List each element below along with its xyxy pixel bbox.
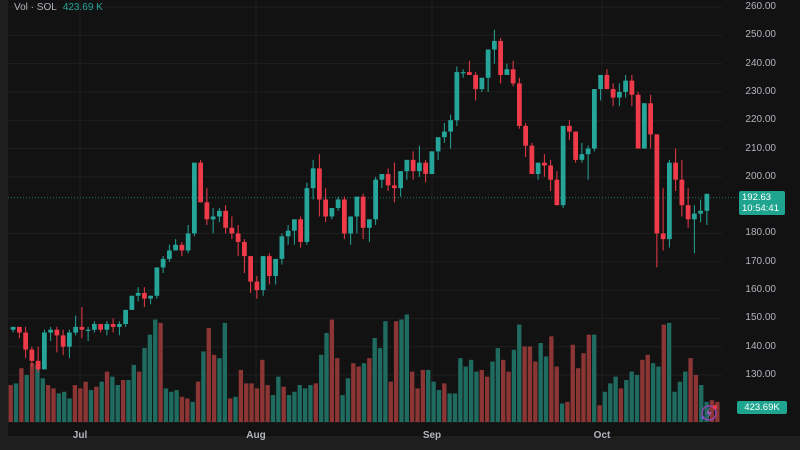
left-border (0, 0, 8, 450)
time-tick-label: Aug (246, 430, 266, 441)
price-tick-label: 260.00 (745, 1, 776, 12)
price-tick-label: 250.00 (745, 29, 776, 41)
price-tick-label: 230.00 (745, 85, 776, 97)
price-tick-label: 210.00 (745, 142, 776, 154)
price-tick-label: 240.00 (745, 57, 776, 69)
price-tick-label: 180.00 (745, 227, 776, 239)
price-tick-label: 130.00 (745, 369, 776, 380)
time-tick-label: Oct (593, 430, 611, 441)
price-tick-label: 140.00 (745, 340, 776, 352)
legend-volume-value: 423.69 K (62, 2, 103, 13)
time-tick-label: Jul (72, 430, 88, 441)
candle-countdown: 10:54:41 (742, 203, 779, 214)
legend-label: Vol · SOL (14, 2, 57, 13)
price-tick-label: 150.00 (745, 312, 776, 324)
time-tick-label: Sep (422, 430, 442, 441)
volume-legend: Vol · SOL 423.69 K (14, 2, 103, 13)
current-volume-tag: 423.69K (737, 401, 787, 414)
price-tick-label: 160.00 (745, 284, 776, 296)
bottom-border (0, 436, 800, 450)
price-tick-label: 200.00 (745, 170, 776, 182)
current-price-tag: 192.63 10:54:41 (739, 191, 785, 215)
current-price: 192.63 (742, 192, 772, 203)
lightning-bolt-icon[interactable] (700, 404, 718, 422)
price-tick-label: 220.00 (745, 114, 776, 126)
price-tick-label: 170.00 (745, 255, 776, 267)
